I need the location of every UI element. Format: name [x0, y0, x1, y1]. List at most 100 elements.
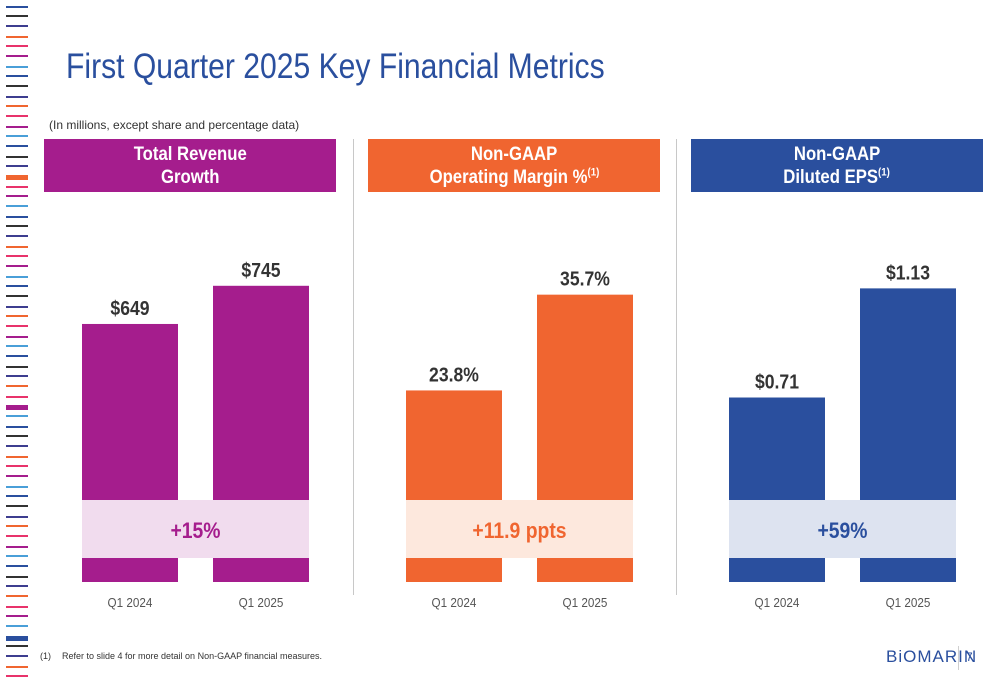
bar-value-label: 23.8%	[429, 363, 479, 385]
decorative-line	[6, 145, 28, 147]
decorative-line	[6, 186, 28, 188]
footnote-number: (1)	[40, 651, 51, 661]
decorative-line	[6, 126, 28, 128]
decorative-line	[6, 355, 28, 357]
decorative-line	[6, 565, 28, 567]
decorative-line	[6, 555, 28, 557]
x-axis-tick-label: Q1 2024	[108, 595, 153, 610]
bar-value-label: 35.7%	[560, 268, 610, 290]
decorative-line	[6, 315, 28, 317]
change-label: +15%	[170, 519, 220, 543]
decorative-line	[6, 246, 28, 248]
panel-header-line1: Total Revenue	[133, 143, 247, 165]
decorative-line	[6, 426, 28, 428]
panel-header-line1: Non-GAAP	[470, 143, 558, 165]
footnote: (1) Refer to slide 4 for more detail on N…	[40, 651, 322, 661]
decorative-line	[6, 576, 28, 578]
decorative-line	[6, 15, 28, 17]
change-band	[729, 500, 956, 558]
panel-header-footnote-mark: (1)	[587, 166, 599, 179]
decorative-line	[6, 486, 28, 488]
decorative-line	[6, 6, 28, 8]
decorative-line	[6, 505, 28, 507]
decorative-line	[6, 535, 28, 537]
decorative-line	[6, 675, 28, 677]
change-band	[82, 500, 309, 558]
decorative-line	[6, 225, 28, 227]
x-axis-tick-label: Q1 2025	[886, 595, 931, 610]
decorative-line	[6, 666, 28, 668]
decorative-line	[6, 465, 28, 467]
panel-divider	[353, 139, 354, 595]
decorative-line	[6, 105, 28, 107]
x-axis-tick-label: Q1 2024	[432, 595, 477, 610]
decorative-line	[6, 516, 28, 518]
decorative-line	[6, 595, 28, 597]
decorative-line	[6, 295, 28, 297]
decorative-line	[6, 135, 28, 137]
decorative-line	[6, 385, 28, 387]
panel-header-line2: Diluted EPS	[783, 166, 879, 188]
panel-header-operating-margin: Non-GAAP Operating Margin %(1)	[368, 139, 660, 192]
x-axis-tick-label: Q1 2024	[755, 595, 800, 610]
panel-header-line2: Growth	[160, 166, 220, 188]
logo-separator	[958, 646, 959, 670]
change-label: +59%	[817, 519, 867, 543]
decorative-line	[6, 165, 28, 167]
decorative-line	[6, 615, 28, 617]
footnote-text: Refer to slide 4 for more detail on Non-…	[62, 651, 322, 661]
decorative-line	[6, 276, 28, 278]
decorative-line	[6, 366, 28, 368]
decorative-line	[6, 96, 28, 98]
decorative-line	[6, 216, 28, 218]
left-decorative-lines	[6, 6, 28, 677]
page-title: First Quarter 2025 Key Financial Metrics	[66, 47, 605, 86]
decorative-line	[6, 66, 28, 68]
decorative-line	[6, 456, 28, 458]
change-band	[406, 500, 633, 558]
units-note: (In millions, except share and percentag…	[49, 118, 300, 132]
decorative-line	[6, 475, 28, 477]
decorative-line	[6, 175, 28, 180]
decorative-line	[6, 525, 28, 527]
panel-header-line1: Non-GAAP	[793, 143, 881, 165]
decorative-line	[6, 45, 28, 47]
x-axis-tick-label: Q1 2025	[563, 595, 608, 610]
decorative-line	[6, 325, 28, 327]
decorative-line	[6, 405, 28, 410]
page-number: 7	[966, 650, 973, 664]
decorative-line	[6, 85, 28, 87]
panel-header-revenue: Total Revenue Growth	[44, 139, 336, 192]
decorative-line	[6, 195, 28, 197]
bar-value-label: $649	[110, 297, 149, 319]
decorative-line	[6, 235, 28, 237]
decorative-line	[6, 285, 28, 287]
decorative-line	[6, 375, 28, 377]
decorative-line	[6, 255, 28, 257]
decorative-line	[6, 156, 28, 158]
panel-header-footnote-mark: (1)	[878, 166, 891, 179]
decorative-line	[6, 306, 28, 308]
panel-header-eps: Non-GAAP Diluted EPS(1)	[691, 139, 983, 192]
decorative-line	[6, 396, 28, 398]
decorative-line	[6, 415, 28, 417]
panel-divider	[676, 139, 677, 595]
decorative-line	[6, 55, 28, 57]
decorative-line	[6, 625, 28, 627]
biomarin-logo: BiOMARIN	[886, 647, 978, 666]
decorative-line	[6, 345, 28, 347]
decorative-line	[6, 645, 28, 647]
decorative-line	[6, 115, 28, 117]
decorative-line	[6, 25, 28, 27]
decorative-line	[6, 435, 28, 437]
decorative-line	[6, 495, 28, 497]
decorative-line	[6, 445, 28, 447]
decorative-line	[6, 655, 28, 657]
decorative-line	[6, 606, 28, 608]
panel-header-line2: Operating Margin %	[429, 166, 588, 188]
change-label: +11.9 ppts	[472, 519, 566, 543]
decorative-line	[6, 75, 28, 77]
bar-value-label: $745	[241, 259, 280, 281]
decorative-line	[6, 36, 28, 38]
